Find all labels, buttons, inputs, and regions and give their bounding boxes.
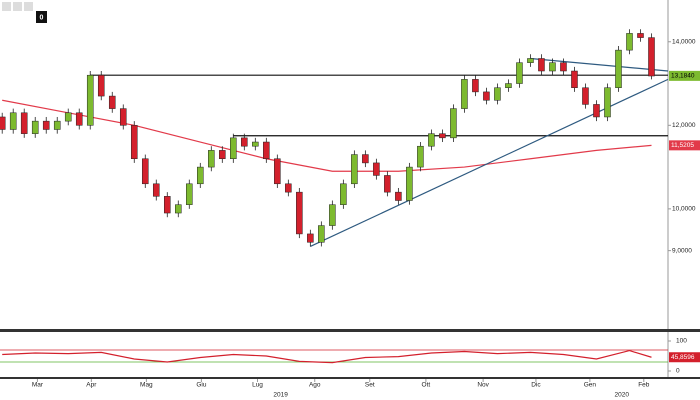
rsi-last-label: 45,8596 — [671, 354, 695, 361]
y-tick-label: 9,0000 — [672, 247, 692, 254]
candle-body — [9, 112, 17, 130]
candle-body — [86, 74, 94, 126]
tool-icon[interactable] — [2, 2, 11, 11]
moving-average — [2, 99, 652, 172]
candle-body — [318, 225, 325, 243]
candle-body — [472, 79, 479, 93]
y-tick-label: 12,0000 — [672, 122, 696, 129]
candle-body — [494, 87, 501, 101]
candle-body — [527, 58, 534, 63]
ma-last-tag-label: 11,5205 — [671, 142, 694, 149]
year-label: 2019 — [273, 392, 288, 399]
candle-body — [252, 141, 259, 147]
candle-body — [461, 79, 468, 109]
candle-body — [362, 154, 369, 164]
candle-body — [505, 83, 512, 88]
x-tick-label: Set — [365, 382, 375, 389]
pane-separator — [0, 377, 700, 379]
x-tick-label: Nov — [477, 382, 489, 389]
candle-body — [197, 166, 204, 185]
candle-body — [208, 150, 215, 168]
candle-body — [230, 137, 237, 159]
candle-body — [450, 108, 457, 139]
candle-body — [152, 183, 160, 197]
candle-body — [53, 120, 61, 130]
tool-icon[interactable] — [24, 2, 33, 11]
candle-body — [516, 62, 523, 84]
candle-body — [417, 145, 424, 168]
candle-body — [141, 158, 149, 185]
candle-body — [483, 91, 490, 101]
candle-body — [64, 112, 72, 122]
candle-body — [395, 191, 402, 201]
x-tick-label: Ott — [422, 382, 431, 389]
candle-body — [285, 183, 292, 193]
candle-body — [648, 37, 655, 77]
candle-body — [20, 112, 28, 134]
x-tick-label: Mar — [32, 382, 44, 389]
candle-body — [219, 150, 226, 159]
candle-body — [307, 233, 314, 243]
rsi-tick-label: 100 — [676, 338, 687, 345]
x-tick-label: Dic — [531, 382, 541, 389]
badge — [36, 11, 47, 23]
x-tick-label: Apr — [86, 382, 97, 389]
candle-body — [163, 196, 171, 214]
candle-body — [329, 204, 336, 226]
trendline — [530, 57, 669, 72]
last-price-tag — [669, 70, 700, 81]
rsi-line — [2, 349, 652, 364]
candle-body — [615, 49, 622, 88]
candle-body — [175, 204, 182, 214]
y-tick-label: 14,0000 — [672, 38, 696, 45]
x-tick-label: Ago — [309, 382, 321, 389]
candle-body — [549, 62, 556, 72]
candle-body — [406, 166, 413, 201]
candle-body — [97, 74, 105, 97]
candle-body — [593, 104, 600, 118]
candle-body — [538, 58, 545, 72]
candle-body — [31, 120, 39, 134]
x-tick-label: Lug — [252, 382, 263, 389]
candle-body — [439, 133, 446, 139]
candle-body — [340, 183, 347, 205]
candle-body — [373, 162, 380, 176]
candle-body — [108, 95, 116, 109]
candle-body — [119, 108, 127, 126]
candle-body — [351, 154, 358, 185]
badge-text: 0 — [40, 14, 44, 21]
candle-body — [637, 33, 644, 38]
candle-body — [428, 133, 435, 147]
candle-body — [186, 183, 193, 205]
ma-last-tag — [669, 140, 700, 151]
candle-body — [582, 87, 589, 105]
candle-body — [75, 112, 83, 126]
candle-body — [384, 175, 391, 193]
candle-body — [42, 120, 50, 130]
y-tick-label: 10,0000 — [672, 206, 696, 213]
candle-body — [296, 191, 303, 235]
candle-body — [274, 158, 281, 185]
candle-body — [0, 116, 6, 130]
candle-body — [130, 125, 138, 159]
candle-body — [263, 141, 270, 159]
last-price-tag-label: 13,1840 — [671, 73, 695, 80]
candle-body — [560, 62, 567, 72]
rsi-last-tag — [669, 352, 700, 363]
year-label: 2020 — [615, 392, 630, 399]
candle-body — [604, 87, 611, 118]
candle-body — [571, 70, 578, 88]
candle-body — [241, 137, 248, 147]
pane-separator — [0, 329, 700, 332]
rsi-tick-label: 0 — [676, 368, 680, 375]
x-tick-label: Gen — [584, 382, 597, 389]
tool-icon[interactable] — [13, 2, 22, 11]
x-tick-label: Feb — [638, 382, 650, 389]
candle-body — [626, 33, 633, 51]
x-tick-label: Mag — [140, 382, 153, 389]
x-tick-label: Giu — [196, 382, 207, 389]
